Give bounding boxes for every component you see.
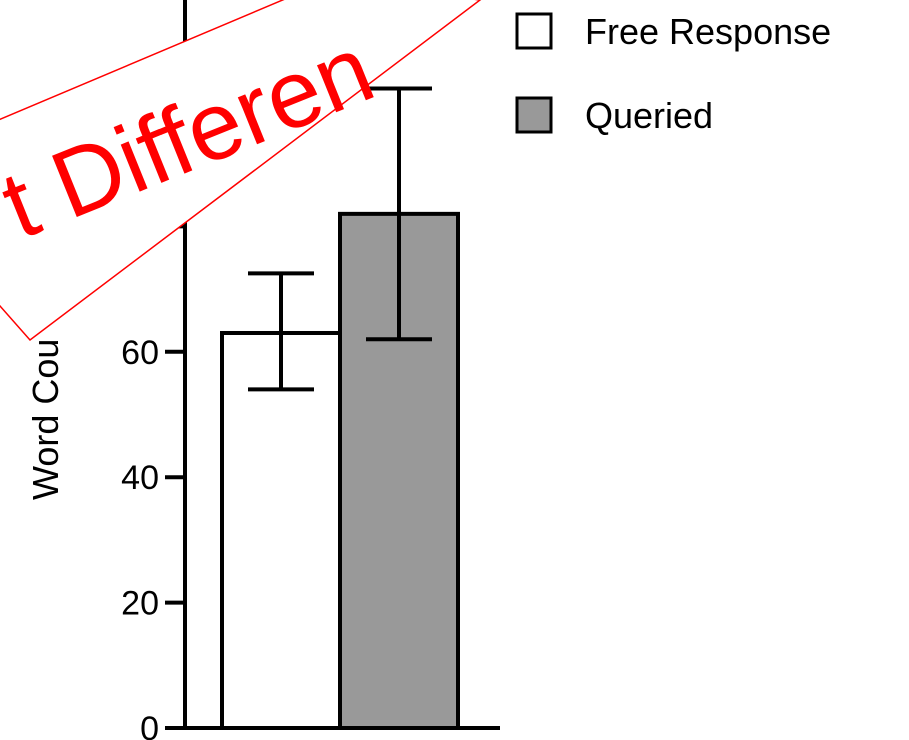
y-tick-label-60: 60	[121, 334, 159, 372]
legend-swatch-free-response	[515, 12, 553, 50]
bar-free-response	[220, 330, 342, 730]
error-bars-layer	[248, 86, 432, 392]
bars-layer	[220, 211, 460, 731]
y-tick-label-0: 0	[140, 710, 159, 740]
y-tick-label-40: 40	[121, 459, 159, 497]
legend-label-queried: Queried	[585, 95, 713, 136]
legend-label-free-response: Free Response	[585, 11, 831, 52]
y-ticks-layer: 020406080	[121, 208, 185, 740]
y-tick-label-20: 20	[121, 585, 159, 623]
stamp-outline	[0, 0, 482, 342]
legend: Free Response Queried	[515, 11, 831, 136]
y-axis-label: Word Cou	[25, 339, 66, 500]
legend-swatch-queried	[515, 96, 553, 134]
